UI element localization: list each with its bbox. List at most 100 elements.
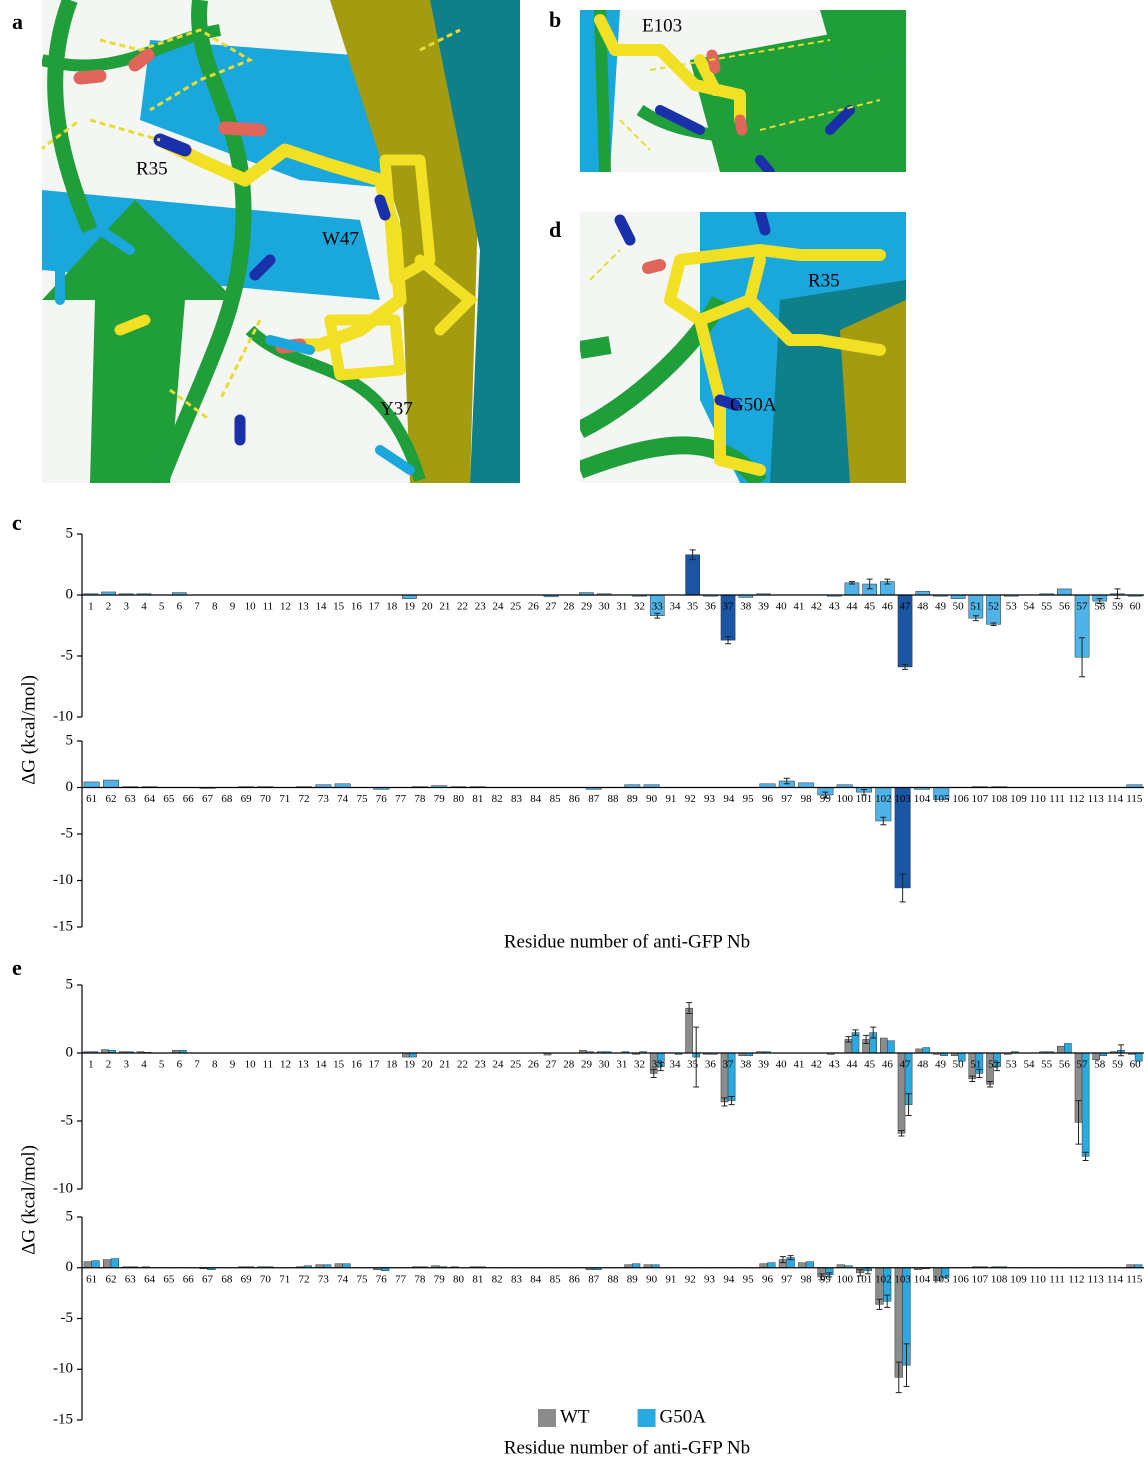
x-tick-label: 75	[356, 1273, 368, 1285]
bar	[767, 1263, 775, 1268]
x-tick-label: 69	[241, 1273, 253, 1285]
x-tick-label: 54	[1023, 1059, 1035, 1071]
x-tick-label: 43	[829, 601, 841, 613]
x-tick-label: 64	[144, 1273, 156, 1285]
x-tick-label: 4	[141, 1059, 147, 1071]
x-tick-label: 14	[315, 1059, 327, 1071]
x-tick-label: 77	[395, 793, 407, 805]
x-tick-label: 92	[685, 793, 696, 805]
x-tick-label: 95	[743, 793, 755, 805]
x-tick-label: 3	[124, 1059, 130, 1071]
panel-label: a	[12, 9, 23, 34]
x-tick-label: 52	[988, 1059, 999, 1071]
x-tick-label: 53	[1006, 1059, 1018, 1071]
x-tick-label: 115	[1126, 793, 1143, 805]
bar	[84, 782, 99, 788]
bar	[335, 1264, 343, 1268]
x-tick-label: 15	[333, 1059, 345, 1071]
x-tick-label: 25	[510, 601, 522, 613]
y-tick-label: -5	[61, 1112, 74, 1128]
bar	[103, 1260, 111, 1268]
x-tick-label: 60	[1130, 1059, 1142, 1071]
x-tick-label: 44	[846, 601, 858, 613]
x-tick-label: 36	[705, 601, 717, 613]
x-tick-label: 19	[404, 1059, 416, 1071]
x-tick-label: 110	[1030, 793, 1047, 805]
x-tick-label: 112	[1068, 793, 1084, 805]
x-tick-label: 9	[230, 601, 236, 613]
x-tick-label: 109	[1010, 793, 1027, 805]
x-tick-label: 63	[125, 1273, 137, 1285]
x-tick-label: 24	[492, 601, 504, 613]
x-tick-label: 109	[1010, 1273, 1027, 1285]
x-tick-label: 15	[333, 601, 345, 613]
x-tick-label: 95	[743, 1273, 755, 1285]
x-tick-label: 89	[627, 1273, 639, 1285]
x-tick-label: 65	[163, 1273, 175, 1285]
x-tick-label: 13	[298, 601, 310, 613]
bar	[1057, 589, 1071, 595]
x-tick-label: 81	[472, 793, 483, 805]
x-tick-label: 86	[569, 793, 581, 805]
x-tick-label: 98	[801, 1273, 813, 1285]
bar	[798, 783, 813, 788]
x-tick-label: 6	[177, 1059, 183, 1071]
x-tick-label: 31	[616, 1059, 627, 1071]
x-tick-label: 105	[933, 793, 950, 805]
x-tick-label: 75	[356, 793, 368, 805]
x-tick-label: 76	[376, 793, 388, 805]
x-tick-label: 54	[1023, 601, 1035, 613]
x-tick-label: 10	[245, 601, 257, 613]
x-tick-label: 7	[194, 601, 200, 613]
x-tick-label: 71	[279, 793, 290, 805]
x-tick-label: 91	[665, 1273, 676, 1285]
x-tick-label: 100	[836, 793, 853, 805]
x-tick-label: 66	[183, 1273, 195, 1285]
x-tick-label: 52	[988, 601, 999, 613]
x-tick-label: 96	[762, 793, 774, 805]
x-tick-label: 72	[299, 1273, 310, 1285]
x-tick-label: 90	[646, 1273, 658, 1285]
x-tick-label: 108	[991, 1273, 1008, 1285]
bar	[111, 1259, 119, 1268]
x-tick-label: 23	[475, 1059, 487, 1071]
x-tick-label: 77	[395, 1273, 407, 1285]
y-axis-label: ΔG (kcal/mol)	[18, 1145, 39, 1255]
x-tick-label: 34	[669, 1059, 681, 1071]
x-tick-label: 27	[546, 1059, 558, 1071]
x-tick-label: 59	[1112, 601, 1124, 613]
x-tick-label: 5	[159, 1059, 165, 1071]
x-axis-label: Residue number of anti-GFP Nb	[504, 1437, 750, 1458]
x-tick-label: 2	[106, 601, 112, 613]
y-tick-label: 0	[66, 586, 74, 602]
x-tick-label: 114	[1107, 793, 1124, 805]
x-tick-label: 50	[953, 1059, 965, 1071]
x-tick-label: 62	[105, 1273, 116, 1285]
x-tick-label: 94	[723, 793, 735, 805]
x-tick-label: 56	[1059, 601, 1071, 613]
x-tick-label: 1	[88, 1059, 94, 1071]
x-tick-label: 35	[687, 1059, 699, 1071]
x-tick-label: 50	[953, 601, 965, 613]
x-tick-label: 11	[263, 1059, 274, 1071]
x-tick-label: 98	[801, 793, 813, 805]
bar	[92, 1261, 100, 1268]
x-tick-label: 42	[811, 601, 822, 613]
x-tick-label: 32	[634, 601, 645, 613]
x-tick-label: 65	[163, 793, 175, 805]
x-tick-label: 90	[646, 793, 658, 805]
page: {"figure": {"panels": [ {"label": "a", "…	[0, 0, 1144, 1462]
panel-label: c	[12, 510, 22, 535]
x-tick-label: 88	[608, 1273, 620, 1285]
y-tick-label: -5	[61, 825, 74, 841]
y-tick-label: -10	[53, 1361, 73, 1377]
x-tick-label: 97	[781, 1273, 793, 1285]
x-tick-label: 10	[245, 1059, 257, 1071]
x-tick-label: 48	[917, 601, 929, 613]
x-tick-label: 42	[811, 1059, 822, 1071]
y-axis-label: ΔG (kcal/mol)	[18, 675, 39, 785]
x-tick-label: 102	[875, 793, 892, 805]
bar	[806, 1262, 814, 1268]
x-tick-label: 80	[453, 1273, 465, 1285]
x-tick-label: 69	[241, 793, 253, 805]
